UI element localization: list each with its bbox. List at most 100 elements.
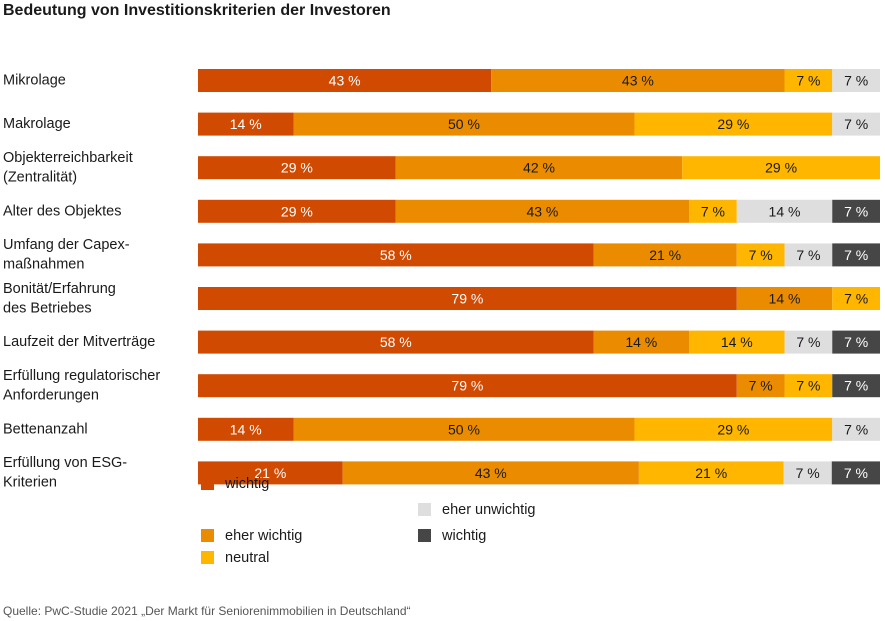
bar-segment <box>198 287 737 310</box>
bar-segment <box>491 69 785 92</box>
data-label: 29 % <box>281 160 313 176</box>
data-label: 7 % <box>844 421 868 437</box>
bar-segment <box>832 69 880 92</box>
bar-segment <box>293 112 635 136</box>
bar-segment <box>736 374 785 398</box>
category-label: Erfüllung regulatorischer Anforderungen <box>3 368 160 404</box>
data-label: 7 % <box>844 378 868 394</box>
bar-segment <box>784 330 833 354</box>
bar-segment <box>689 199 737 223</box>
data-label: 7 % <box>796 247 820 263</box>
category-label: Makrolage <box>3 116 71 132</box>
bar-segment <box>832 417 880 441</box>
chart-title: Bedeutung von Investitionskriterien der … <box>3 2 391 19</box>
data-label: 14 % <box>769 291 801 307</box>
bar-segment <box>634 417 833 441</box>
data-label: 7 % <box>749 247 773 263</box>
bar-segment <box>198 374 737 398</box>
data-label: 50 % <box>448 421 480 437</box>
data-label: 7 % <box>844 73 868 89</box>
bar-segment <box>198 156 396 180</box>
data-label: 21 % <box>254 465 286 481</box>
bar-segment <box>832 243 880 267</box>
data-label: 7 % <box>844 465 868 481</box>
bar-segment <box>784 374 833 398</box>
data-label: 43 % <box>622 73 654 89</box>
bar-segment <box>736 287 833 310</box>
legend-item: neutral <box>201 550 269 566</box>
data-label: 7 % <box>844 116 868 132</box>
legend-swatch <box>201 529 214 542</box>
data-label: 7 % <box>749 378 773 394</box>
data-label: 43 % <box>526 203 558 219</box>
legend-label: neutral <box>225 550 269 566</box>
data-label: 14 % <box>625 334 657 350</box>
data-label: 7 % <box>796 378 820 394</box>
data-label: 43 % <box>475 465 507 481</box>
data-label: 7 % <box>844 291 868 307</box>
bar-segment <box>638 461 784 485</box>
data-label: 29 % <box>281 203 313 219</box>
data-label: 29 % <box>765 160 797 176</box>
bar-segment <box>634 112 833 136</box>
legend-label: wichtig <box>224 476 269 492</box>
data-label: 7 % <box>844 203 868 219</box>
data-label: 14 % <box>769 203 801 219</box>
category-label: Laufzeit der Mitverträge <box>3 334 155 350</box>
category-label: Bettenanzahl <box>3 421 88 437</box>
data-label: 43 % <box>329 73 361 89</box>
bar-segment <box>736 243 785 267</box>
data-label: 50 % <box>448 116 480 132</box>
bar-segment <box>682 156 880 180</box>
data-label: 21 % <box>695 465 727 481</box>
bar-segment <box>593 330 690 354</box>
bar-segment <box>784 69 833 92</box>
bar-segment <box>831 461 880 485</box>
data-label: 7 % <box>701 203 725 219</box>
bar-segment <box>198 69 492 92</box>
legend-item: eher wichtig <box>201 528 302 544</box>
category-label: Erfüllung von ESG-Kriterien <box>3 455 127 491</box>
bar-segment <box>832 199 880 223</box>
bar-segment <box>593 243 737 267</box>
data-label: 14 % <box>230 116 262 132</box>
bar-segment <box>395 199 690 223</box>
data-label: 29 % <box>717 421 749 437</box>
category-label: Objekterreichbarkeit (Zentralität) <box>3 150 133 186</box>
bar-segment <box>342 461 639 485</box>
data-label: 42 % <box>523 160 555 176</box>
data-label: 21 % <box>649 247 681 263</box>
legend-swatch <box>418 503 431 516</box>
bar-segment <box>832 287 880 310</box>
bar-segment <box>198 461 343 485</box>
category-label: Mikrolage <box>3 73 66 89</box>
legend-item: wichtig <box>201 476 269 492</box>
category-label: Umfang der Capex-maßnahmen <box>3 237 130 273</box>
bar-segment <box>198 330 594 354</box>
bar-segment <box>832 374 880 398</box>
bar-segment <box>198 112 294 136</box>
legend-swatch <box>201 477 214 490</box>
bar-segment <box>832 112 880 136</box>
bar-segment <box>198 243 594 267</box>
data-label: 58 % <box>380 334 412 350</box>
bar-segment <box>198 199 396 223</box>
source-note: Quelle: PwC-Studie 2021 „Der Markt für S… <box>3 604 411 618</box>
legend-label: wichtig <box>441 528 486 544</box>
data-label: 7 % <box>796 73 820 89</box>
legend-item: eher unwichtig <box>418 502 536 518</box>
legend-item: wichtig <box>418 528 486 544</box>
data-label: 7 % <box>796 465 820 481</box>
data-label: 7 % <box>796 334 820 350</box>
bar-segment <box>783 461 832 485</box>
legend-swatch <box>201 551 214 564</box>
bar-segment <box>784 243 833 267</box>
bar-segment <box>736 199 833 223</box>
bar-segment <box>293 417 635 441</box>
bar-segment <box>832 330 880 354</box>
data-label: 29 % <box>717 116 749 132</box>
data-label: 7 % <box>844 247 868 263</box>
bar-segment <box>689 330 785 354</box>
